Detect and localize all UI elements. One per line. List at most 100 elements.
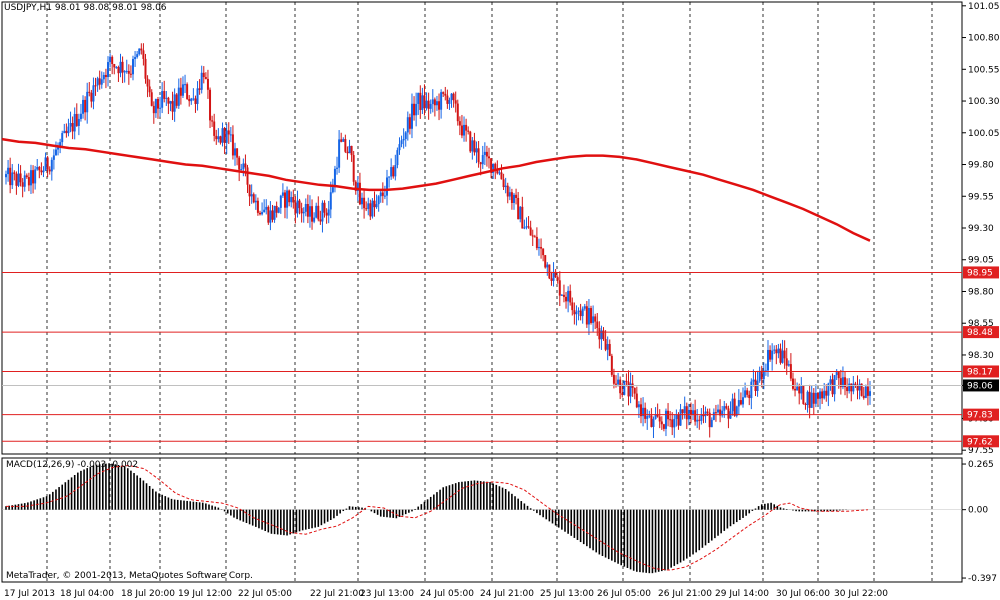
candle-body bbox=[648, 415, 651, 417]
candle-body bbox=[746, 390, 749, 395]
candle-body bbox=[54, 149, 57, 156]
candle-body bbox=[36, 166, 39, 170]
candle-body bbox=[550, 278, 553, 281]
price-tick-label: 98.30 bbox=[968, 351, 994, 361]
candle-body bbox=[5, 174, 7, 178]
candle-body bbox=[317, 205, 320, 220]
candle-body bbox=[136, 54, 139, 58]
candle-body bbox=[292, 197, 295, 203]
candle-body bbox=[248, 184, 251, 197]
level-price-tag-text: 98.48 bbox=[967, 328, 993, 338]
candle-body bbox=[146, 78, 149, 87]
candle-body bbox=[52, 155, 55, 160]
candle-body bbox=[67, 126, 70, 134]
candle-body bbox=[98, 78, 101, 85]
candle-body bbox=[523, 227, 526, 229]
candle-body bbox=[327, 209, 330, 216]
candle-body bbox=[161, 91, 164, 108]
candle-body bbox=[669, 419, 672, 421]
candle-body bbox=[725, 406, 728, 409]
candle-body bbox=[481, 155, 484, 165]
candle-body bbox=[662, 424, 665, 429]
candle-body bbox=[860, 383, 863, 396]
candle-body bbox=[356, 182, 359, 192]
candle-body bbox=[714, 412, 717, 414]
candle-body bbox=[113, 64, 116, 68]
candle-body bbox=[63, 130, 66, 134]
candle-body bbox=[225, 130, 228, 143]
candle-body bbox=[590, 308, 593, 323]
candle-body bbox=[456, 103, 459, 122]
candle-body bbox=[816, 392, 819, 399]
time-tick-label: 26 Jul 05:00 bbox=[597, 589, 651, 599]
time-tick-label: 18 Jul 04:00 bbox=[60, 589, 114, 599]
candle-body bbox=[217, 136, 220, 140]
candle-body bbox=[315, 205, 318, 218]
candle-body bbox=[812, 392, 815, 404]
candle-body bbox=[283, 192, 286, 208]
time-tick-label: 25 Jul 13:00 bbox=[540, 589, 594, 599]
candle-body bbox=[583, 306, 586, 309]
candle-body bbox=[311, 206, 314, 222]
candle-body bbox=[475, 148, 478, 153]
candle-body bbox=[562, 294, 565, 297]
price-tick-label: 97.55 bbox=[968, 446, 994, 456]
candle-body bbox=[546, 264, 549, 268]
candle-body bbox=[637, 404, 640, 408]
candle-body bbox=[363, 197, 366, 209]
macd-signal-line bbox=[6, 465, 868, 571]
candle-body bbox=[808, 391, 811, 408]
candle-body bbox=[473, 140, 476, 153]
candle-body bbox=[858, 383, 861, 391]
candle-body bbox=[448, 99, 451, 104]
candle-body bbox=[804, 403, 807, 405]
candle-body bbox=[787, 364, 790, 366]
candle-body bbox=[300, 208, 303, 214]
candle-body bbox=[338, 139, 341, 168]
candle-body bbox=[331, 187, 334, 193]
candle-body bbox=[298, 200, 301, 209]
candle-body bbox=[758, 370, 761, 381]
candle-body bbox=[869, 391, 871, 396]
candle-body bbox=[131, 59, 134, 75]
candle-body bbox=[288, 190, 291, 203]
candle-body bbox=[862, 395, 865, 398]
moving-average-line bbox=[1, 137, 871, 242]
candle-body bbox=[375, 204, 378, 208]
candle-body bbox=[379, 192, 382, 197]
candle-body bbox=[833, 375, 836, 395]
candle-body bbox=[639, 404, 642, 417]
candle-body bbox=[700, 414, 703, 421]
candle-body bbox=[202, 72, 205, 78]
candle-body bbox=[344, 139, 347, 152]
candle-body bbox=[369, 203, 372, 217]
candle-body bbox=[485, 151, 488, 157]
candle-body bbox=[238, 157, 241, 170]
candle-body bbox=[696, 419, 699, 422]
candle-body bbox=[279, 195, 282, 208]
candle-body bbox=[171, 101, 174, 112]
candle-body bbox=[308, 206, 311, 217]
macd-value-signal: -0.002 bbox=[109, 460, 139, 470]
candle-body bbox=[781, 350, 784, 363]
time-tick-label: 29 Jul 14:00 bbox=[715, 589, 769, 599]
candle-body bbox=[731, 398, 734, 412]
candle-body bbox=[419, 92, 422, 110]
candle-body bbox=[673, 418, 676, 428]
candle-body bbox=[204, 77, 207, 79]
candle-body bbox=[835, 372, 838, 376]
macd-label: MACD(12,26,9) -0.003 -0.002 bbox=[6, 460, 138, 470]
candle-body bbox=[654, 414, 657, 419]
symbol-text: USDJPY bbox=[4, 3, 37, 13]
candle-body bbox=[519, 206, 522, 220]
candle-body bbox=[537, 246, 540, 249]
candle-body bbox=[236, 148, 239, 158]
candle-body bbox=[488, 156, 491, 159]
price-tick-label: 100.30 bbox=[968, 97, 1000, 107]
candle-body bbox=[104, 74, 107, 78]
candle-body bbox=[165, 97, 168, 99]
candle-body bbox=[163, 91, 166, 99]
candle-body bbox=[598, 328, 601, 340]
candle-body bbox=[354, 181, 357, 192]
